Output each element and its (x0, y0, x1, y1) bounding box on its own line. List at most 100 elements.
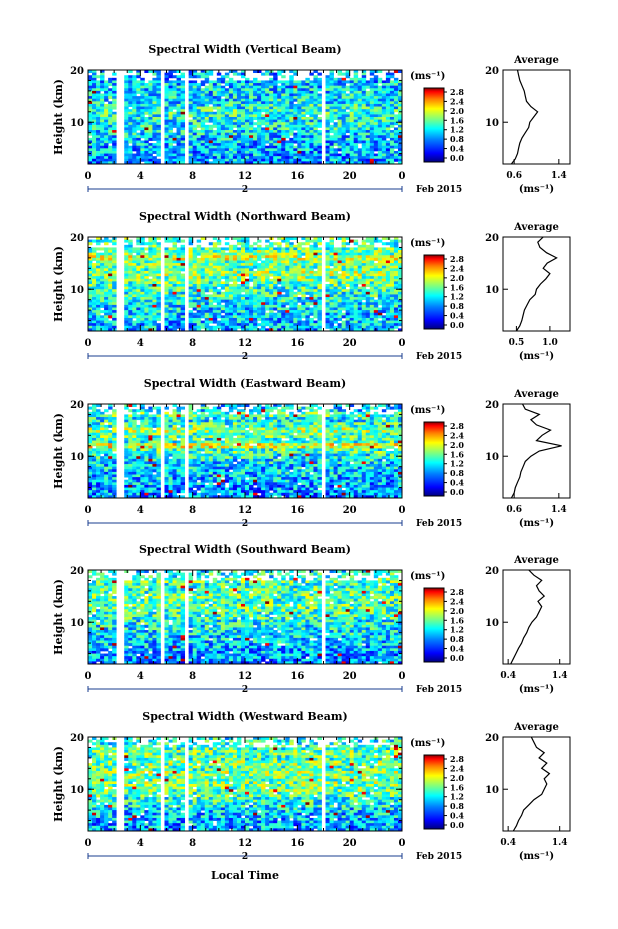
heatmap-cell (377, 145, 383, 149)
heatmap-cell (317, 237, 322, 241)
heatmap-cell (357, 127, 363, 131)
heatmap-cell (140, 130, 145, 134)
heatmap-cell (132, 304, 137, 308)
heatmap-cell (377, 297, 383, 301)
heatmap-cell (192, 320, 198, 324)
heatmap-cell (100, 130, 105, 134)
heatmap-cell (349, 291, 355, 295)
heatmap-cell (353, 75, 359, 79)
heatmap-cell (361, 307, 367, 311)
heatmap-cell (136, 252, 141, 256)
heatmap-cell (285, 270, 290, 274)
heatmap-cell (148, 328, 153, 332)
heatmap-cell (265, 111, 270, 115)
heatmap-cell (369, 103, 375, 107)
heatmap-cell (353, 250, 359, 254)
heatmap-cell (88, 80, 93, 84)
heatmap-cell (293, 88, 298, 92)
heatmap-cell (329, 119, 334, 123)
heatmap-cell (353, 80, 359, 84)
heatmap-cell (281, 286, 286, 290)
heatmap-cell (357, 260, 363, 264)
heatmap-cell (317, 273, 322, 277)
heatmap-cell (261, 137, 266, 141)
heatmap-cell (240, 122, 246, 126)
heatmap-cell (216, 83, 222, 87)
heatmap-cell (92, 278, 97, 282)
heatmap-cell (228, 268, 234, 272)
heatmap-cell (273, 325, 278, 329)
heatmap-cell (240, 145, 246, 149)
heatmap-cell (285, 284, 290, 288)
heatmap-cell (208, 101, 214, 105)
heatmap-cell (337, 83, 343, 87)
heatmap-cell (265, 140, 270, 144)
heatmap-cell (309, 98, 314, 102)
heatmap-cell (124, 299, 129, 303)
heatmap-cell (345, 250, 351, 254)
heatmap-cell (385, 135, 391, 139)
heatmap-cell (261, 315, 266, 319)
heatmap-cell (232, 317, 238, 321)
heatmap-cell (172, 323, 177, 327)
heatmap-cell (92, 103, 97, 107)
heatmap-cell (353, 148, 359, 152)
heatmap-cell (216, 158, 222, 162)
heatmap-cell (281, 270, 286, 274)
heatmap-cell (156, 85, 161, 89)
heatmap-cell (377, 291, 383, 295)
heatmap-cell (245, 80, 250, 84)
heatmap-cell (337, 328, 343, 332)
heatmap-cell (305, 270, 310, 274)
heatmap-cell (212, 156, 218, 160)
heatmap-cell (224, 93, 230, 97)
heatmap-cell (289, 312, 294, 316)
heatmap-cell (337, 310, 343, 314)
heatmap-cell (249, 260, 254, 264)
heatmap-cell (393, 260, 399, 264)
heatmap-cell (297, 117, 302, 121)
heatmap-cell (353, 265, 359, 269)
heatmap-cell (257, 127, 262, 131)
heatmap-cell (96, 317, 101, 321)
heatmap-cell (253, 156, 258, 160)
heatmap-cell (289, 85, 294, 89)
heatmap-cell (104, 140, 109, 144)
heatmap-cell (341, 98, 347, 102)
x-tick-label: 0 (399, 171, 406, 182)
heatmap-cell (176, 158, 181, 162)
heatmap-cell (325, 312, 330, 316)
heatmap-cell (192, 299, 198, 303)
heatmap-cell (273, 96, 278, 100)
heatmap-cell (156, 294, 161, 298)
heatmap-cell (285, 83, 290, 87)
heatmap-cell (200, 265, 206, 269)
heatmap-cell (128, 161, 133, 165)
heatmap-cell (112, 85, 117, 89)
heatmap-cell (140, 145, 145, 149)
heatmap-cell (88, 312, 93, 316)
heatmap-cell (96, 80, 101, 84)
heatmap-cell (156, 252, 161, 256)
heatmap-cell (249, 93, 254, 97)
heatmap-cell (176, 75, 181, 79)
heatmap-cell (389, 289, 395, 293)
heatmap-cell (124, 250, 129, 254)
chart-panel-0: Spectral Width (Vertical Beam)2010Height… (52, 43, 571, 195)
heatmap-cell (100, 88, 105, 92)
heatmap-cell (144, 122, 149, 126)
heatmap-cell (128, 307, 133, 311)
heatmap-cell (220, 263, 226, 267)
heatmap-cell (285, 117, 290, 121)
heatmap-cell (361, 127, 367, 131)
heatmap-cell (124, 158, 129, 162)
heatmap-cell (377, 307, 383, 311)
heatmap-cell (128, 242, 133, 246)
heatmap-cell (281, 281, 286, 285)
heatmap-cell (365, 143, 371, 147)
heatmap-cell (381, 299, 387, 303)
heatmap-cell (305, 106, 310, 110)
heatmap-cell (305, 132, 310, 136)
x-tick-label: 8 (189, 171, 196, 182)
heatmap-cell (168, 90, 173, 94)
